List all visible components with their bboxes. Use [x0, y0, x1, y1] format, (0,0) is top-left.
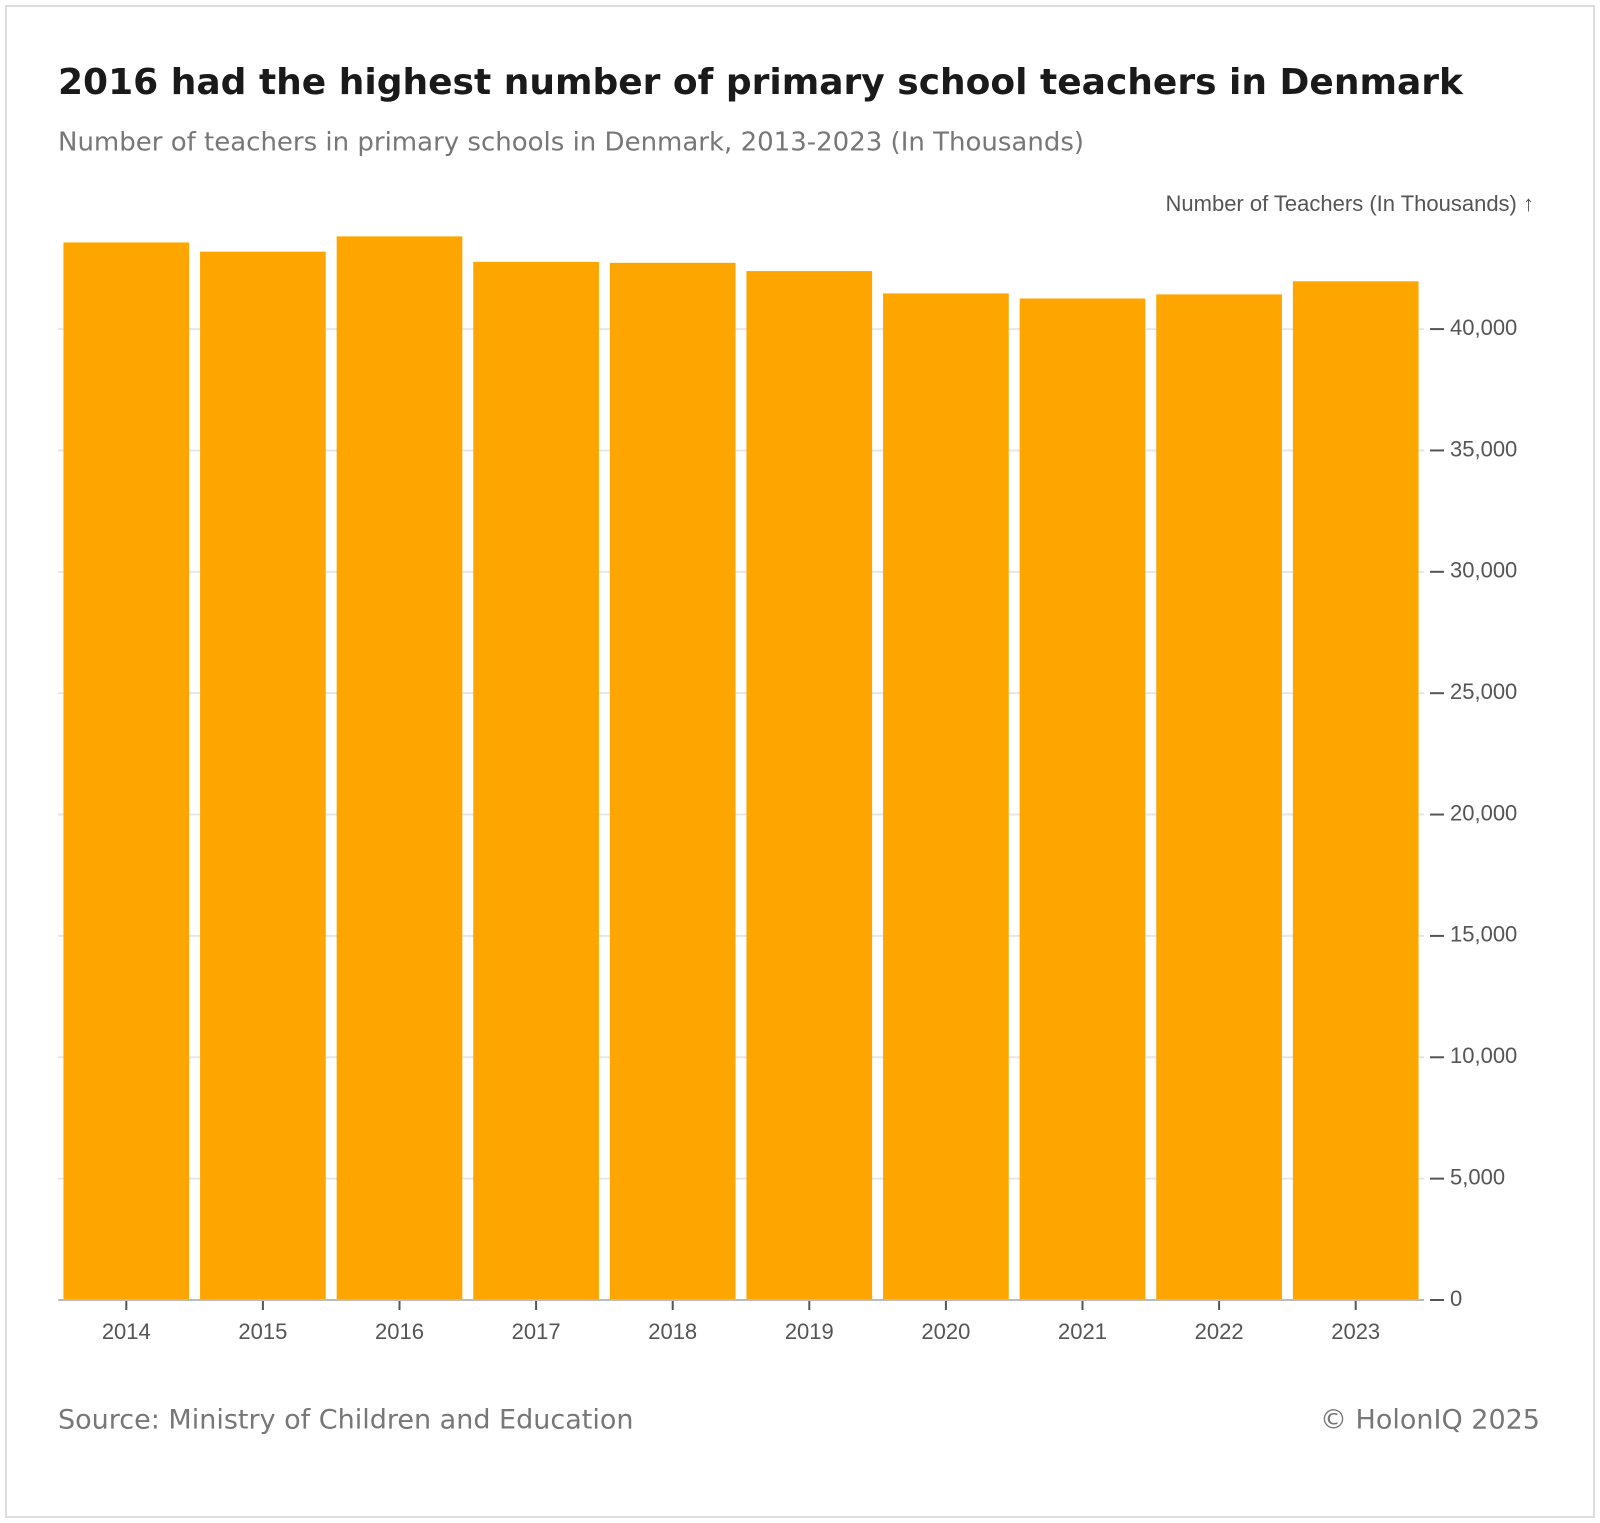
x-tick-label: 2022 [1195, 1319, 1244, 1344]
bar [1292, 281, 1419, 1300]
bar [336, 236, 463, 1300]
y-tick-label: 0 [1450, 1286, 1462, 1311]
x-tick-label: 2014 [102, 1319, 151, 1344]
bar [200, 251, 326, 1301]
y-tick-label: 40,000 [1450, 315, 1517, 340]
y-tick-label: 35,000 [1450, 436, 1517, 461]
source: Source: Ministry of Children and Educati… [58, 1405, 633, 1436]
y-tick-label: 30,000 [1450, 558, 1517, 583]
bar [473, 261, 599, 1300]
x-tick-label: 2023 [1331, 1319, 1380, 1344]
chart-subtitle: Number of teachers in primary schools in… [58, 128, 1084, 158]
x-tick-label: 2021 [1058, 1319, 1107, 1344]
x-tick-label: 2018 [648, 1319, 697, 1344]
y-tick-label: 15,000 [1450, 922, 1517, 947]
bar [746, 271, 873, 1300]
x-tick-label: 2019 [785, 1319, 834, 1344]
bar [1019, 298, 1146, 1300]
bar [1156, 294, 1282, 1300]
x-tick-label: 2016 [375, 1319, 424, 1344]
credit: © HolonIQ 2025 [1320, 1405, 1540, 1436]
y-tick-label: 20,000 [1450, 800, 1517, 825]
bar [883, 293, 1009, 1300]
x-tick-label: 2020 [921, 1319, 970, 1344]
y-tick-label: 10,000 [1450, 1043, 1517, 1068]
bar [63, 242, 190, 1301]
y-axis-label: Number of Teachers (In Thousands) ↑ [1166, 191, 1534, 216]
bar [609, 262, 736, 1300]
y-tick-label: 5,000 [1450, 1164, 1505, 1189]
chart-title: 2016 had the highest number of primary s… [58, 62, 1464, 103]
x-tick-label: 2017 [512, 1319, 561, 1344]
x-tick-label: 2015 [238, 1319, 287, 1344]
y-tick-label: 25,000 [1450, 679, 1517, 704]
